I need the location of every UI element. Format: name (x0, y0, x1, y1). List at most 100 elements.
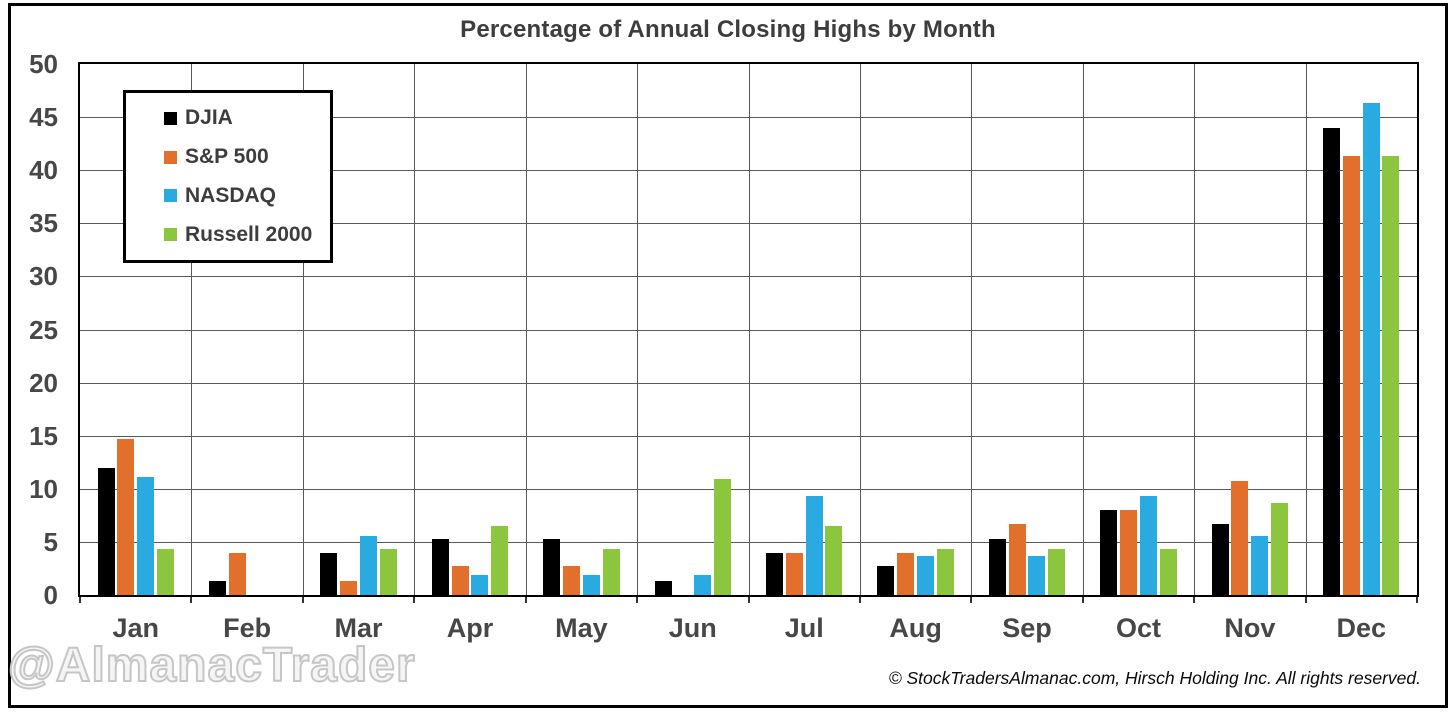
x-axis-label: Jun (668, 613, 717, 643)
x-axis-label: Jul (784, 613, 824, 643)
bar-djia-feb (208, 581, 226, 595)
bar-s-p-500-may (562, 566, 580, 595)
y-axis-label: 10 (29, 473, 58, 504)
x-axis-tick (79, 597, 81, 603)
y-axis-label: 15 (29, 420, 58, 451)
bar-s-p-500-aug (897, 552, 915, 595)
bar-s-p-500-mar (340, 581, 358, 595)
bar-djia-jun (654, 581, 672, 595)
x-axis-label: Nov (1224, 613, 1276, 643)
x-axis-label: Dec (1336, 613, 1387, 643)
gridline-vertical (525, 64, 527, 595)
bar-russell-2000-jul (825, 525, 843, 595)
x-axis-tick (301, 597, 304, 603)
x-axis-label: Feb (223, 613, 272, 643)
bar-russell-2000-mar (379, 549, 397, 595)
bar-russell-2000-apr (491, 525, 509, 595)
bar-russell-2000-jun (713, 479, 731, 595)
bar-djia-aug (877, 566, 895, 595)
legend-item: DJIA (164, 106, 330, 130)
bar-russell-2000-sep (1048, 549, 1066, 595)
legend-item: S&P 500 (164, 145, 330, 169)
gridline-vertical (191, 64, 193, 595)
y-axis-label: 40 (29, 155, 58, 186)
x-axis-tick (970, 597, 973, 603)
bar-russell-2000-jan (156, 549, 174, 595)
bar-djia-jul (766, 552, 783, 595)
x-axis-label: Sep (1002, 613, 1052, 643)
gridline-vertical (637, 64, 639, 595)
bar-djia-dec (1323, 127, 1341, 595)
chart-title: Percentage of Annual Closing Highs by Mo… (460, 16, 996, 43)
gridline-vertical (971, 64, 973, 595)
bar-djia-oct (1100, 510, 1118, 595)
watermark-text: @AlmanacTrader (7, 638, 416, 693)
gridline-vertical (1305, 64, 1307, 595)
legend-label: S&P 500 (185, 145, 269, 169)
plot-area: DJIA S&P 500 NASDAQ Russell 2000 (78, 62, 1419, 597)
gridline-vertical (748, 64, 750, 595)
x-axis-label: Aug (889, 613, 942, 643)
bar-s-p-500-oct (1120, 510, 1138, 595)
bar-s-p-500-feb (228, 552, 246, 595)
x-axis-label: Jan (112, 613, 159, 643)
gridline-vertical (1082, 64, 1084, 595)
bar-djia-sep (988, 538, 1006, 595)
bar-s-p-500-sep (1008, 523, 1026, 595)
bar-russell-2000-may (602, 549, 620, 595)
x-axis-tick (190, 597, 193, 603)
bar-s-p-500-dec (1342, 156, 1360, 595)
x-axis-label: Oct (1115, 613, 1161, 643)
gridline-vertical (302, 64, 304, 595)
legend-swatch-icon (164, 111, 177, 125)
y-axis-label: 5 (43, 526, 58, 557)
legend-item: NASDAQ (164, 184, 330, 208)
bar-djia-jan (97, 467, 115, 595)
x-axis-label: May (555, 613, 608, 643)
x-axis-tick (747, 597, 750, 603)
bar-nasdaq-jun (694, 574, 712, 595)
bar-nasdaq-mar (359, 535, 377, 595)
x-axis-tick (1193, 597, 1196, 603)
bar-nasdaq-jul (805, 496, 823, 595)
legend-swatch-icon (164, 228, 177, 242)
bar-nasdaq-oct (1139, 496, 1157, 595)
x-axis-label: Apr (446, 613, 494, 643)
bar-nasdaq-may (582, 574, 600, 595)
copyright-text: © StockTradersAlmanac.com, Hirsch Holdin… (888, 668, 1421, 688)
bar-russell-2000-nov (1271, 502, 1289, 595)
legend-label: Russell 2000 (185, 222, 313, 246)
bar-s-p-500-nov (1231, 481, 1249, 595)
x-axis-tick (858, 597, 861, 603)
legend-swatch-icon (164, 189, 177, 203)
gridline-vertical (414, 64, 416, 595)
legend: DJIA S&P 500 NASDAQ Russell 2000 (123, 90, 333, 263)
y-axis-label: 30 (29, 261, 58, 292)
legend-swatch-icon (164, 150, 177, 164)
y-axis-label: 25 (29, 314, 58, 345)
bar-djia-nov (1211, 523, 1229, 595)
x-axis-tick (1304, 597, 1307, 603)
bar-nasdaq-dec (1362, 103, 1380, 595)
x-axis-tick (1081, 597, 1084, 603)
bar-djia-apr (431, 538, 449, 595)
bar-russell-2000-oct (1159, 549, 1177, 595)
x-axis-tick (1416, 597, 1418, 603)
y-axis-label: 50 (29, 49, 58, 79)
y-axis-label: 0 (43, 580, 58, 610)
bar-s-p-500-apr (451, 566, 469, 595)
y-axis-label: 45 (29, 102, 58, 133)
bar-nasdaq-aug (917, 555, 935, 595)
bar-nasdaq-nov (1251, 535, 1269, 595)
legend-item: Russell 2000 (164, 223, 330, 247)
x-axis-tick (413, 597, 416, 603)
x-axis-tick (636, 597, 639, 603)
bar-nasdaq-jan (137, 477, 155, 595)
gridline-vertical (859, 64, 861, 595)
bar-russell-2000-dec (1382, 156, 1400, 595)
gridline-vertical (1194, 64, 1196, 595)
bar-s-p-500-jul (785, 552, 803, 595)
bar-russell-2000-aug (936, 549, 954, 595)
y-axis-label: 35 (29, 208, 58, 239)
x-axis-label: Mar (334, 613, 383, 643)
